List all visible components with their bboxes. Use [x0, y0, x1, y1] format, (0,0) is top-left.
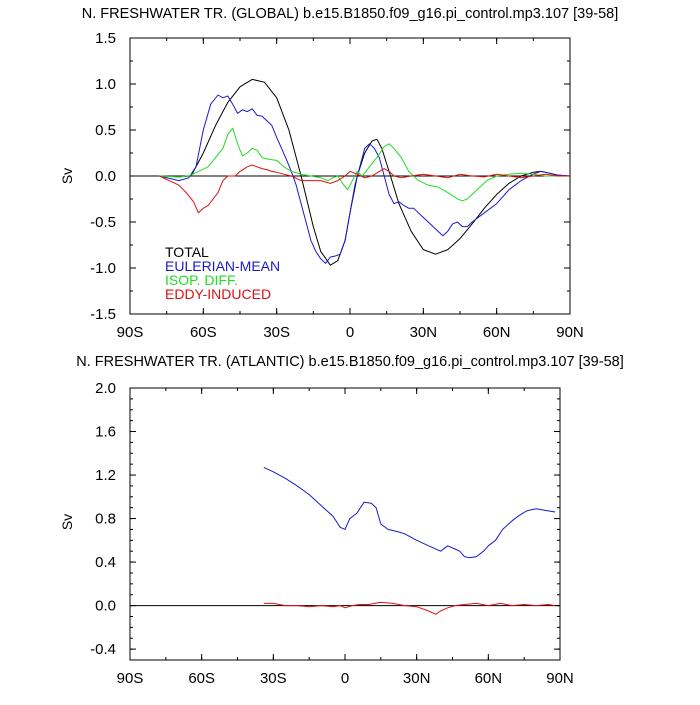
- chart2-y-tick-labels: -0.4 0.0 0.4 0.8 1.2 1.6 2.0: [90, 380, 116, 658]
- y-tick-label: -0.5: [90, 214, 116, 231]
- chart1-y-tick-labels: -1.5 -1.0 -0.5 0.0 0.5 1.0 1.5: [90, 30, 116, 323]
- y-tick-label: 1.0: [95, 76, 116, 93]
- chart2-series-group: [263, 466, 556, 615]
- chart1-plot-frame: [129, 37, 571, 315]
- y-tick-label: 0.5: [95, 122, 116, 139]
- x-tick-label: 60S: [190, 324, 217, 341]
- y-tick-label: 0.4: [95, 554, 116, 571]
- chart2-x-tick-labels: 90S 60S 30S 0 30N 60N 90N: [117, 670, 574, 687]
- chart1-x-tick-labels: 90S 60S 30S 0 30N 60N 90N: [117, 324, 584, 341]
- chart1-ylabel: Sv: [59, 168, 75, 184]
- legend-item-total: TOTAL: [165, 244, 209, 260]
- y-tick-label: 1.2: [95, 467, 116, 484]
- y-tick-label: 2.0: [95, 380, 116, 397]
- chart1-series-line-total: [159, 78, 571, 266]
- y-tick-label: 1.5: [95, 30, 116, 47]
- chart1-legend: TOTAL EULERIAN-MEAN ISOP. DIFF. EDDY-IND…: [165, 244, 280, 302]
- x-tick-label: 60N: [475, 670, 503, 687]
- y-tick-label: -1.5: [90, 306, 116, 323]
- x-tick-label: 30N: [410, 324, 438, 341]
- y-tick-label: 0.0: [95, 168, 116, 185]
- chart2-plot-frame: [129, 387, 561, 661]
- x-tick-label: 90N: [556, 324, 584, 341]
- chart2-ylabel: Sv: [59, 514, 75, 530]
- x-tick-label: 0: [346, 324, 354, 341]
- chart1-series-line-eulerian-mean: [159, 94, 571, 264]
- x-tick-label: 90S: [117, 670, 144, 687]
- x-tick-label: 90N: [546, 670, 574, 687]
- legend-item-eulerian-mean: EULERIAN-MEAN: [165, 258, 280, 274]
- chart1-series-group: [159, 78, 571, 266]
- chart2-ticks: [129, 387, 561, 661]
- x-tick-label: 90S: [117, 324, 144, 341]
- x-tick-label: 30S: [260, 670, 287, 687]
- y-tick-label: 0.0: [95, 598, 116, 615]
- x-tick-label: 30N: [403, 670, 431, 687]
- chart2-series-line-eddy-induced: [263, 601, 556, 615]
- x-tick-label: 60N: [483, 324, 511, 341]
- legend-item-eddy-induced: EDDY-INDUCED: [165, 286, 271, 302]
- chart1-series-line-isop-diff: [159, 127, 570, 202]
- chart1-series-line-eddy-induced: [159, 164, 570, 214]
- y-tick-label: -0.4: [90, 641, 116, 658]
- y-tick-label: 0.8: [95, 511, 116, 528]
- legend-item-isop-diff: ISOP. DIFF.: [165, 272, 238, 288]
- chart1-title: N. FRESHWATER TR. (GLOBAL) b.e15.B1850.f…: [82, 6, 619, 22]
- x-tick-label: 30S: [263, 324, 290, 341]
- y-tick-label: -1.0: [90, 260, 116, 277]
- chart2-title: N. FRESHWATER TR. (ATLANTIC) b.e15.B1850…: [76, 354, 623, 370]
- y-tick-label: 1.6: [95, 424, 116, 441]
- chart2-series-line-eulerian-mean: [263, 466, 556, 559]
- x-tick-label: 60S: [188, 670, 215, 687]
- x-tick-label: 0: [341, 670, 349, 687]
